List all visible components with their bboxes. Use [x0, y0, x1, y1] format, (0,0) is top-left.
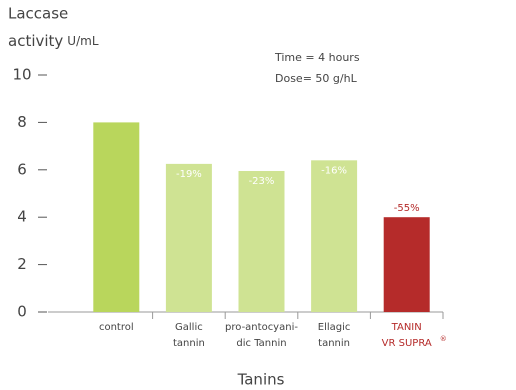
- x-tick-label: VR SUPRA: [382, 338, 432, 349]
- y-tick-label: 8: [17, 113, 27, 131]
- bar: [383, 217, 430, 312]
- y-tick-label: 6: [17, 160, 27, 178]
- y-tick-label: 0: [17, 303, 27, 321]
- y-tick-label: 2: [17, 255, 27, 273]
- y-tick-label: 10: [12, 66, 31, 84]
- change-label: -23%: [249, 176, 275, 187]
- x-tick-label: TANIN: [391, 322, 422, 333]
- x-tick-label: tannin: [318, 338, 350, 349]
- note: Dose= 50 g/hL: [275, 72, 358, 85]
- change-label: -16%: [321, 165, 347, 176]
- note: Time = 4 hours: [274, 51, 360, 64]
- x-tick-label: Gallic: [175, 322, 203, 333]
- x-tick-label: dic Tannin: [236, 338, 286, 349]
- bar: [311, 160, 358, 312]
- trademark: ®: [440, 335, 447, 343]
- x-tick-label: tannin: [173, 338, 205, 349]
- y-axis-title-line: activity: [8, 32, 63, 50]
- y-axis-title: Laccase: [8, 5, 68, 23]
- bar: [238, 170, 285, 312]
- x-tick-label: control: [99, 322, 134, 333]
- y-axis-unit: U/mL: [67, 34, 99, 48]
- bar: [165, 163, 212, 312]
- y-axis-title: activity U/mL: [8, 32, 99, 50]
- x-tick-label: pro-antocyani-: [225, 322, 298, 333]
- change-label: -55%: [394, 203, 420, 214]
- x-tick-label: Ellagic: [318, 322, 351, 333]
- bar: [93, 122, 140, 313]
- y-tick-label: 4: [17, 208, 27, 226]
- change-label: -19%: [176, 169, 202, 180]
- x-axis-title: Tanins: [237, 371, 285, 389]
